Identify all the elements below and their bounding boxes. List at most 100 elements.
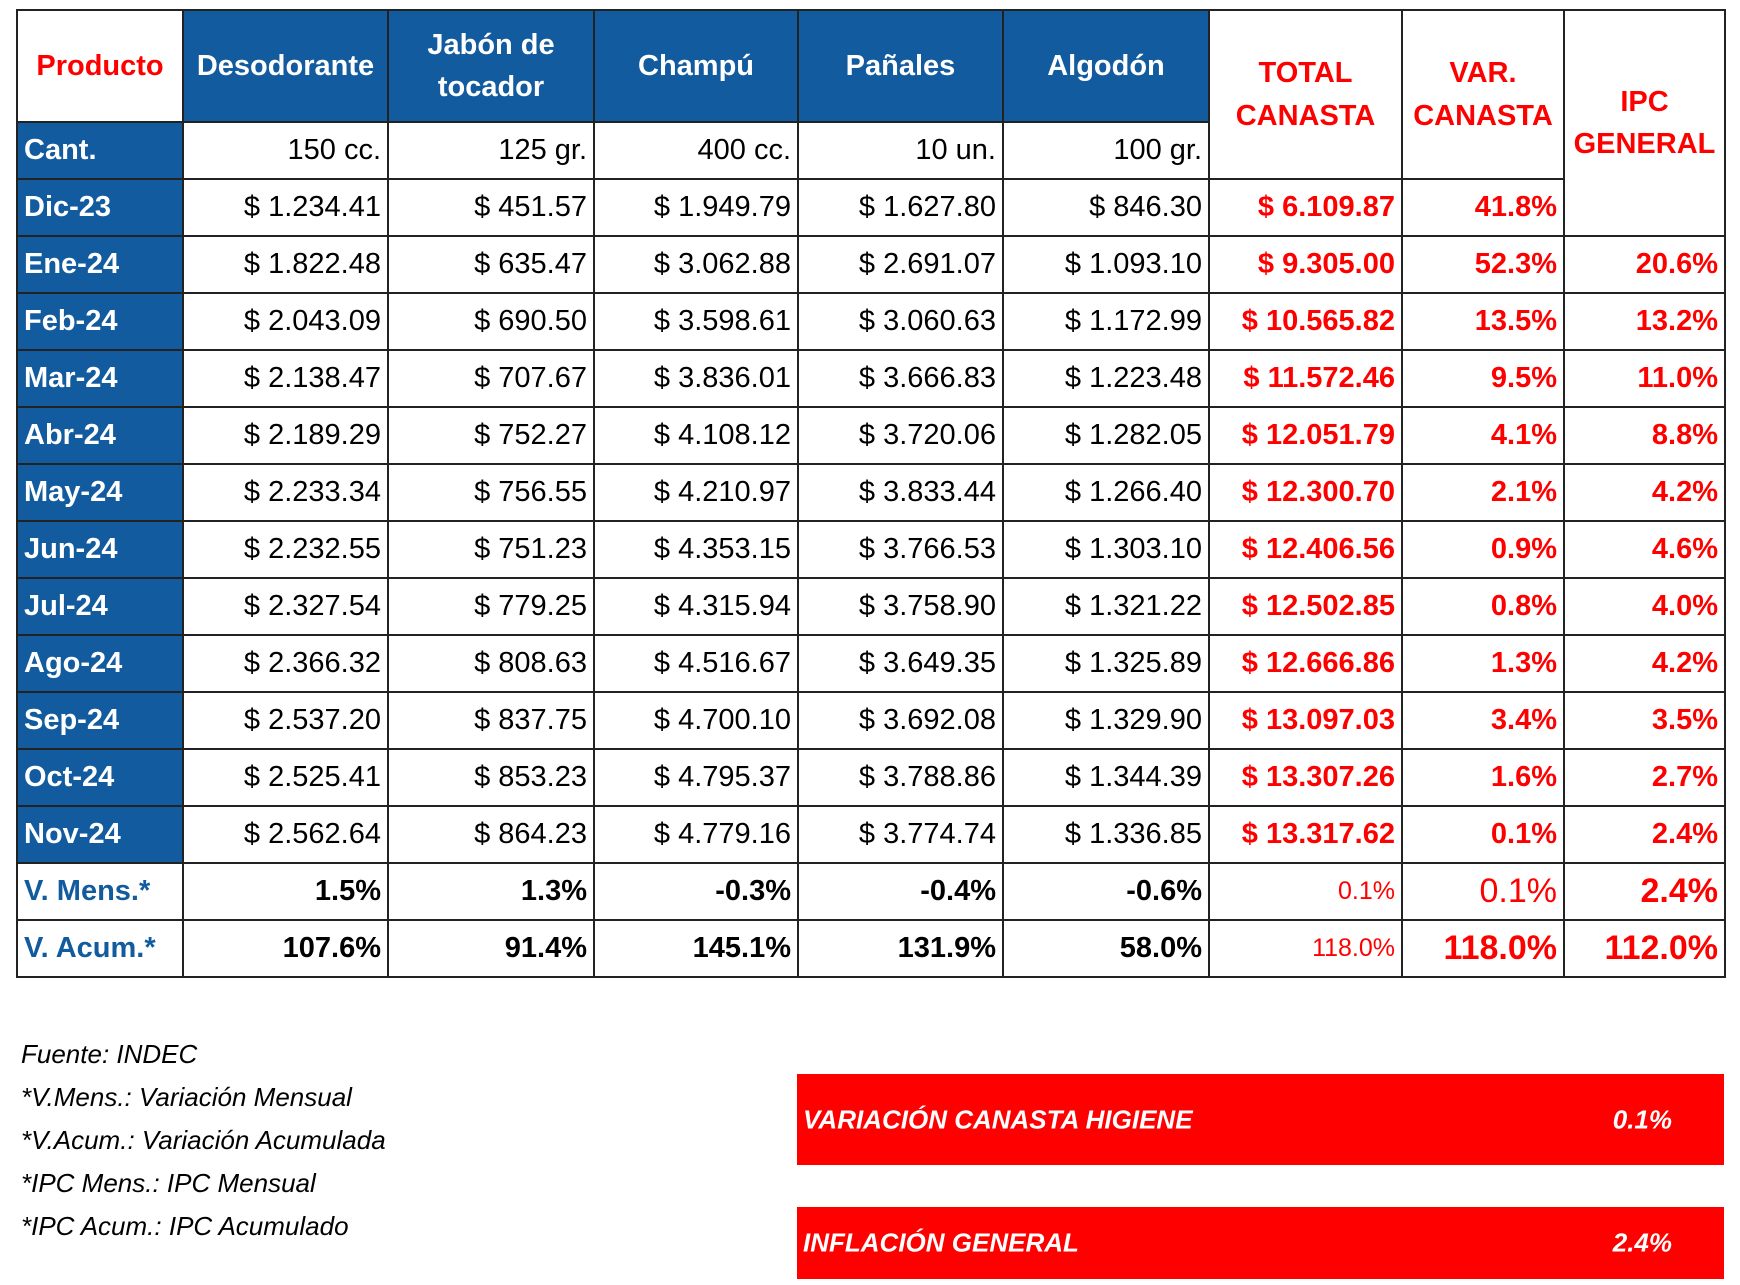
quantity-cell: 150 cc. [182,121,389,180]
row-label: May-24 [16,463,184,522]
data-cell: $ 1.303.10 [1002,520,1210,579]
row-label: Feb-24 [16,292,184,351]
header-cell: VAR. CANASTA [1401,9,1565,180]
data-row: Jun-24 $ 2.232.55 $ 751.23 $ 4.353.15 $ 3.76… [16,520,1726,579]
data-cell: 11.0% [1563,349,1726,408]
quantity-cell: 10 un. [797,121,1004,180]
summary-cell: 112.0% [1563,919,1726,978]
data-cell: 1.6% [1401,748,1565,807]
data-cell: $ 12.051.79 [1208,406,1403,465]
data-cell: $ 4.353.15 [593,520,799,579]
data-cell: $ 635.47 [387,235,595,294]
summary-cell: -0.3% [593,862,799,921]
data-cell: 3.5% [1563,691,1726,750]
price-table: Producto Desodorante Jabón de tocador Champ… [16,9,1726,978]
summary-box: VARIACIÓN CANASTA HIGIENE 0.1% [797,1074,1724,1165]
summary-box-value: 2.4% [1612,1227,1672,1258]
data-cell: $ 3.833.44 [797,463,1004,522]
data-row: Ene-24 $ 1.822.48 $ 635.47 $ 3.062.88 $ 2.69… [16,235,1726,294]
data-cell: 2.7% [1563,748,1726,807]
data-cell: $ 3.649.35 [797,634,1004,693]
data-cell: $ 864.23 [387,805,595,864]
summary-cell: 91.4% [387,919,595,978]
data-row: Sep-24 $ 2.537.20 $ 837.75 $ 4.700.10 $ 3.69… [16,691,1726,750]
data-cell: $ 12.666.86 [1208,634,1403,693]
data-cell: $ 12.300.70 [1208,463,1403,522]
data-cell: $ 4.108.12 [593,406,799,465]
data-cell: $ 1.223.48 [1002,349,1210,408]
data-cell: $ 2.189.29 [182,406,389,465]
summary-cell: 131.9% [797,919,1004,978]
data-cell: $ 1.093.10 [1002,235,1210,294]
data-cell: $ 707.67 [387,349,595,408]
data-cell: 4.2% [1563,634,1726,693]
header-row: Producto Desodorante Jabón de tocador Champ… [16,9,1726,237]
data-row: Oct-24 $ 2.525.41 $ 853.23 $ 4.795.37 $ 3.78… [16,748,1726,807]
summary-cell: 58.0% [1002,919,1210,978]
summary-box: INFLACIÓN GENERAL 2.4% [797,1207,1724,1279]
data-cell: $ 837.75 [387,691,595,750]
data-cell: $ 779.25 [387,577,595,636]
summary-cell: 1.3% [387,862,595,921]
data-cell: $ 3.766.53 [797,520,1004,579]
data-cell: 0.9% [1401,520,1565,579]
data-cell: $ 846.30 [1002,178,1210,237]
data-cell: $ 751.23 [387,520,595,579]
summary-row: V. Mens.* 1.5% 1.3% -0.3% -0.4% -0.6% 0.1% 0.1%… [16,862,1726,921]
data-cell: $ 1.266.40 [1002,463,1210,522]
summary-cell: 118.0% [1401,919,1565,978]
data-row: Feb-24 $ 2.043.09 $ 690.50 $ 3.598.61 $ 3.06… [16,292,1726,351]
summary-box-value: 0.1% [1612,1104,1672,1134]
data-cell: $ 1.321.22 [1002,577,1210,636]
data-cell: 4.0% [1563,577,1726,636]
data-cell: $ 1.344.39 [1002,748,1210,807]
data-cell: $ 752.27 [387,406,595,465]
data-cell: $ 4.795.37 [593,748,799,807]
data-cell: 1.3% [1401,634,1565,693]
summary-box-label: VARIACIÓN CANASTA HIGIENE [803,1104,1193,1134]
row-label: Sep-24 [16,691,184,750]
header-cell: Algodón [1002,9,1210,123]
data-cell: $ 451.57 [387,178,595,237]
data-cell: $ 13.097.03 [1208,691,1403,750]
data-cell: $ 2.691.07 [797,235,1004,294]
summary-cell: 2.4% [1563,862,1726,921]
data-row: Dic-23 $ 1.234.41 $ 451.57 $ 1.949.79 $ 1.62… [16,178,1725,237]
data-cell: 3.4% [1401,691,1565,750]
row-label: Abr-24 [16,406,184,465]
summary-cell: 1.5% [182,862,389,921]
summary-cell: 118.0% [1208,919,1403,978]
data-cell: 13.5% [1401,292,1565,351]
data-cell: 4.6% [1563,520,1726,579]
data-cell: $ 1.325.89 [1002,634,1210,693]
summary-cell: -0.4% [797,862,1004,921]
row-label: Ene-24 [16,235,184,294]
data-cell: $ 10.565.82 [1208,292,1403,351]
footnote: *IPC Mens.: IPC Mensual [21,1168,316,1198]
header-cell: Desodorante [182,9,389,123]
data-cell: $ 9.305.00 [1208,235,1403,294]
data-cell: $ 3.774.74 [797,805,1004,864]
data-cell: $ 1.822.48 [182,235,389,294]
row-label: Cant. [16,121,184,180]
header-cell: Pañales [797,9,1004,123]
summary-box-label: INFLACIÓN GENERAL [803,1227,1079,1258]
data-cell: 0.8% [1401,577,1565,636]
row-label: V. Mens.* [16,862,184,921]
data-row: May-24 $ 2.233.34 $ 756.55 $ 4.210.97 $ 3.83… [16,463,1726,522]
data-cell: $ 3.692.08 [797,691,1004,750]
data-cell: 20.6% [1563,235,1726,294]
data-cell: 2.4% [1563,805,1726,864]
data-cell: $ 4.700.10 [593,691,799,750]
row-label: Jul-24 [16,577,184,636]
data-cell: $ 2.232.55 [182,520,389,579]
header-cell: Champú [593,9,799,123]
data-cell: $ 13.317.62 [1208,805,1403,864]
data-cell: $ 1.949.79 [593,178,799,237]
row-label: V. Acum.* [16,919,184,978]
data-cell: $ 2.525.41 [182,748,389,807]
data-cell: $ 3.062.88 [593,235,799,294]
footnote: *V.Mens.: Variación Mensual [21,1082,352,1112]
data-cell: $ 1.336.85 [1002,805,1210,864]
